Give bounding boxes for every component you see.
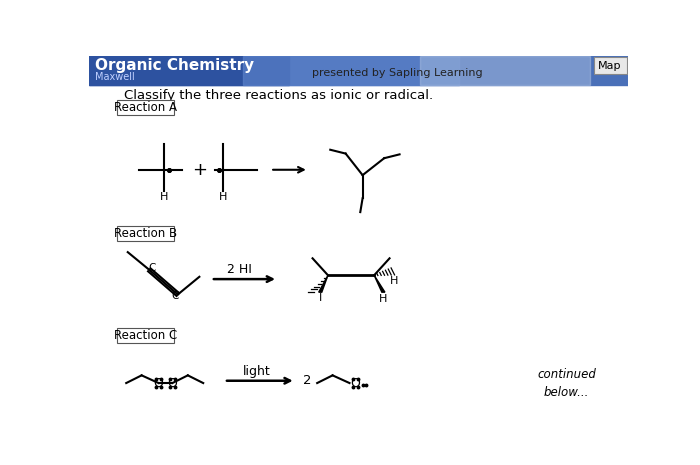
Polygon shape: [374, 275, 385, 292]
Bar: [420, 56, 589, 85]
Text: 2 HI: 2 HI: [227, 263, 252, 276]
Bar: [594, 57, 626, 74]
Text: +: +: [192, 161, 207, 179]
Text: Map: Map: [598, 61, 622, 71]
Text: O: O: [351, 377, 360, 390]
Text: light: light: [243, 365, 271, 378]
Polygon shape: [318, 275, 328, 292]
Text: H: H: [219, 192, 228, 202]
Text: H: H: [390, 276, 398, 286]
Text: I: I: [318, 293, 322, 303]
Bar: [89, 56, 629, 85]
Text: presented by Sapling Learning: presented by Sapling Learning: [312, 68, 482, 78]
Bar: [243, 56, 458, 85]
Bar: [89, 56, 290, 85]
Text: Organic Chemistry: Organic Chemistry: [95, 58, 255, 73]
Text: continued
below...: continued below...: [537, 367, 596, 399]
Text: Reaction B: Reaction B: [114, 227, 177, 240]
Text: Reaction C: Reaction C: [114, 329, 177, 342]
Text: C: C: [172, 291, 179, 301]
Text: Reaction A: Reaction A: [114, 101, 177, 114]
FancyBboxPatch shape: [117, 328, 174, 343]
Text: H: H: [379, 294, 388, 304]
Text: O: O: [167, 377, 177, 390]
Text: Classify the three reactions as ionic or radical.: Classify the three reactions as ionic or…: [124, 89, 433, 102]
Text: O: O: [153, 377, 164, 390]
Text: H: H: [160, 192, 168, 202]
FancyBboxPatch shape: [117, 226, 174, 240]
Text: Maxwell: Maxwell: [95, 72, 135, 81]
Text: C: C: [148, 263, 156, 272]
FancyBboxPatch shape: [117, 100, 174, 115]
Text: 2: 2: [303, 374, 312, 387]
